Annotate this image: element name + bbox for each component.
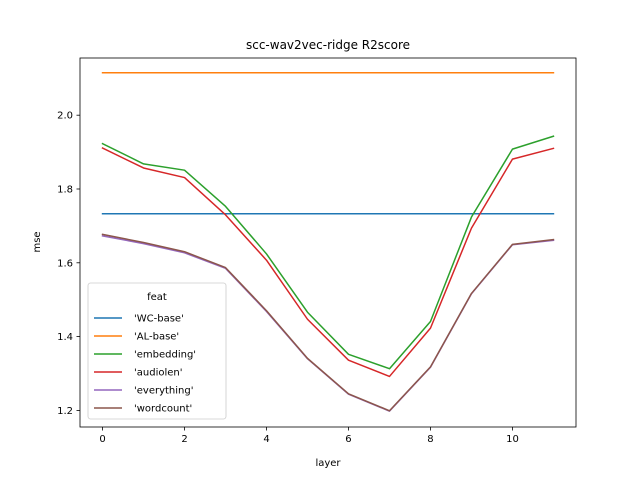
legend-entry-4: 'everything' — [134, 386, 193, 397]
y-tick-label-4: 2.0 — [57, 111, 73, 122]
y-axis-label: mse — [32, 231, 43, 252]
series-line-2 — [101, 135, 555, 370]
x-tick-label-1: 2 — [181, 434, 187, 445]
legend: feat 'WC-base' 'AL-base' 'embedding' 'audiol… — [87, 282, 227, 420]
x-tick-label-4: 8 — [427, 434, 433, 445]
y-tick-label-3: 1.8 — [57, 184, 73, 195]
legend-entry-2: 'embedding' — [134, 350, 196, 361]
chart-title: scc-wav2vec-ridge R2score — [246, 38, 410, 52]
x-tick-label-0: 0 — [99, 434, 105, 445]
x-tick-label-5: 10 — [506, 434, 519, 445]
series-line-5 — [101, 233, 555, 412]
x-axis-label: layer — [315, 458, 341, 469]
x-tick-label-2: 4 — [263, 434, 269, 445]
axes-frame — [79, 57, 577, 428]
x-tick-label-3: 6 — [345, 434, 351, 445]
legend-title: feat — [147, 292, 167, 303]
y-tick-label-0: 1.2 — [57, 406, 73, 417]
series-line-3 — [101, 147, 555, 378]
legend-entry-3: 'audiolen' — [134, 368, 182, 379]
legend-box — [87, 282, 227, 420]
plot-area: 0 2 4 6 8 10 1.2 1.4 1.6 1.8 2.0 — [57, 57, 577, 445]
legend-entry-1: 'AL-base' — [134, 332, 179, 343]
y-tick-label-2: 1.6 — [57, 258, 73, 269]
legend-entry-0: 'WC-base' — [134, 314, 184, 325]
legend-entry-5: 'wordcount' — [134, 404, 192, 415]
y-tick-label-1: 1.4 — [57, 332, 73, 343]
